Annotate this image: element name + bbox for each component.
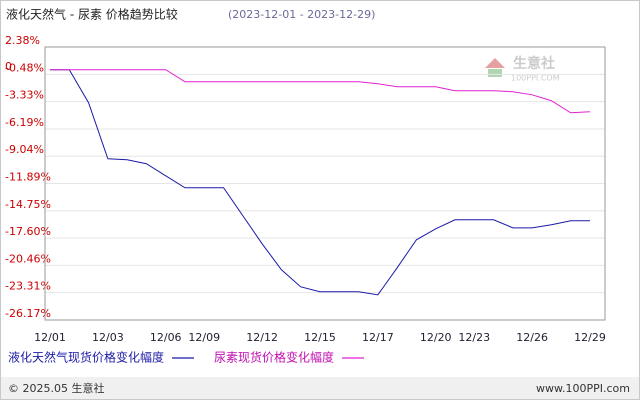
legend-label: 液化天然气现货价格变化幅度 [8,350,164,365]
watermark-logo [488,69,502,77]
watermark-logo [485,58,505,68]
chart-title: 液化天然气 - 尿素 价格趋势比较 [6,7,178,22]
y-tick-label: -23.31% [5,280,51,293]
watermark-name: 生意社 [513,55,555,72]
x-tick-label: 12/03 [92,331,124,344]
series-line [50,69,590,296]
x-tick-label: 12/26 [516,331,548,344]
chart-subtitle: (2023-12-01 - 2023-12-29) [228,8,375,21]
series-line [50,69,591,114]
footer-left: © 2025.05 生意社 [8,381,104,395]
y-tick-label: -11.89% [5,170,51,183]
x-tick-label: 12/29 [574,331,606,344]
watermark: 生意社 100PPI.COM [485,55,560,83]
y-tick-label: -3.33% [5,89,44,102]
y-tick-label: 2.38% [5,34,40,47]
x-tick-label: 12/09 [188,331,220,344]
footer-right: www.100PPI.com [536,382,630,395]
legend-label: 尿素现货价格变化幅度 [214,350,334,365]
watermark-site: 100PPI.COM [511,74,560,83]
y-tick-label: -20.46% [5,252,51,265]
y-tick-label: -9.04% [5,143,44,156]
y-tick-label: -17.60% [5,225,51,238]
y-tick-label: -6.19% [5,116,44,129]
x-tick-label: 12/17 [362,331,394,344]
x-tick-label: 12/01 [34,331,66,344]
x-tick-label: 12/15 [304,331,336,344]
x-tick-label: 12/12 [246,331,278,344]
y-tick-label: -26.17% [5,307,51,320]
x-tick-label: 12/20 [420,331,452,344]
footer-bar [1,377,639,399]
x-tick-label: 12/23 [458,331,490,344]
y-tick-label: -0.48% [5,61,44,74]
x-tick-label: 12/06 [150,331,182,344]
plot-border [44,46,606,321]
zero-tick-label: 0 [5,60,12,73]
y-tick-label: -14.75% [5,198,51,211]
